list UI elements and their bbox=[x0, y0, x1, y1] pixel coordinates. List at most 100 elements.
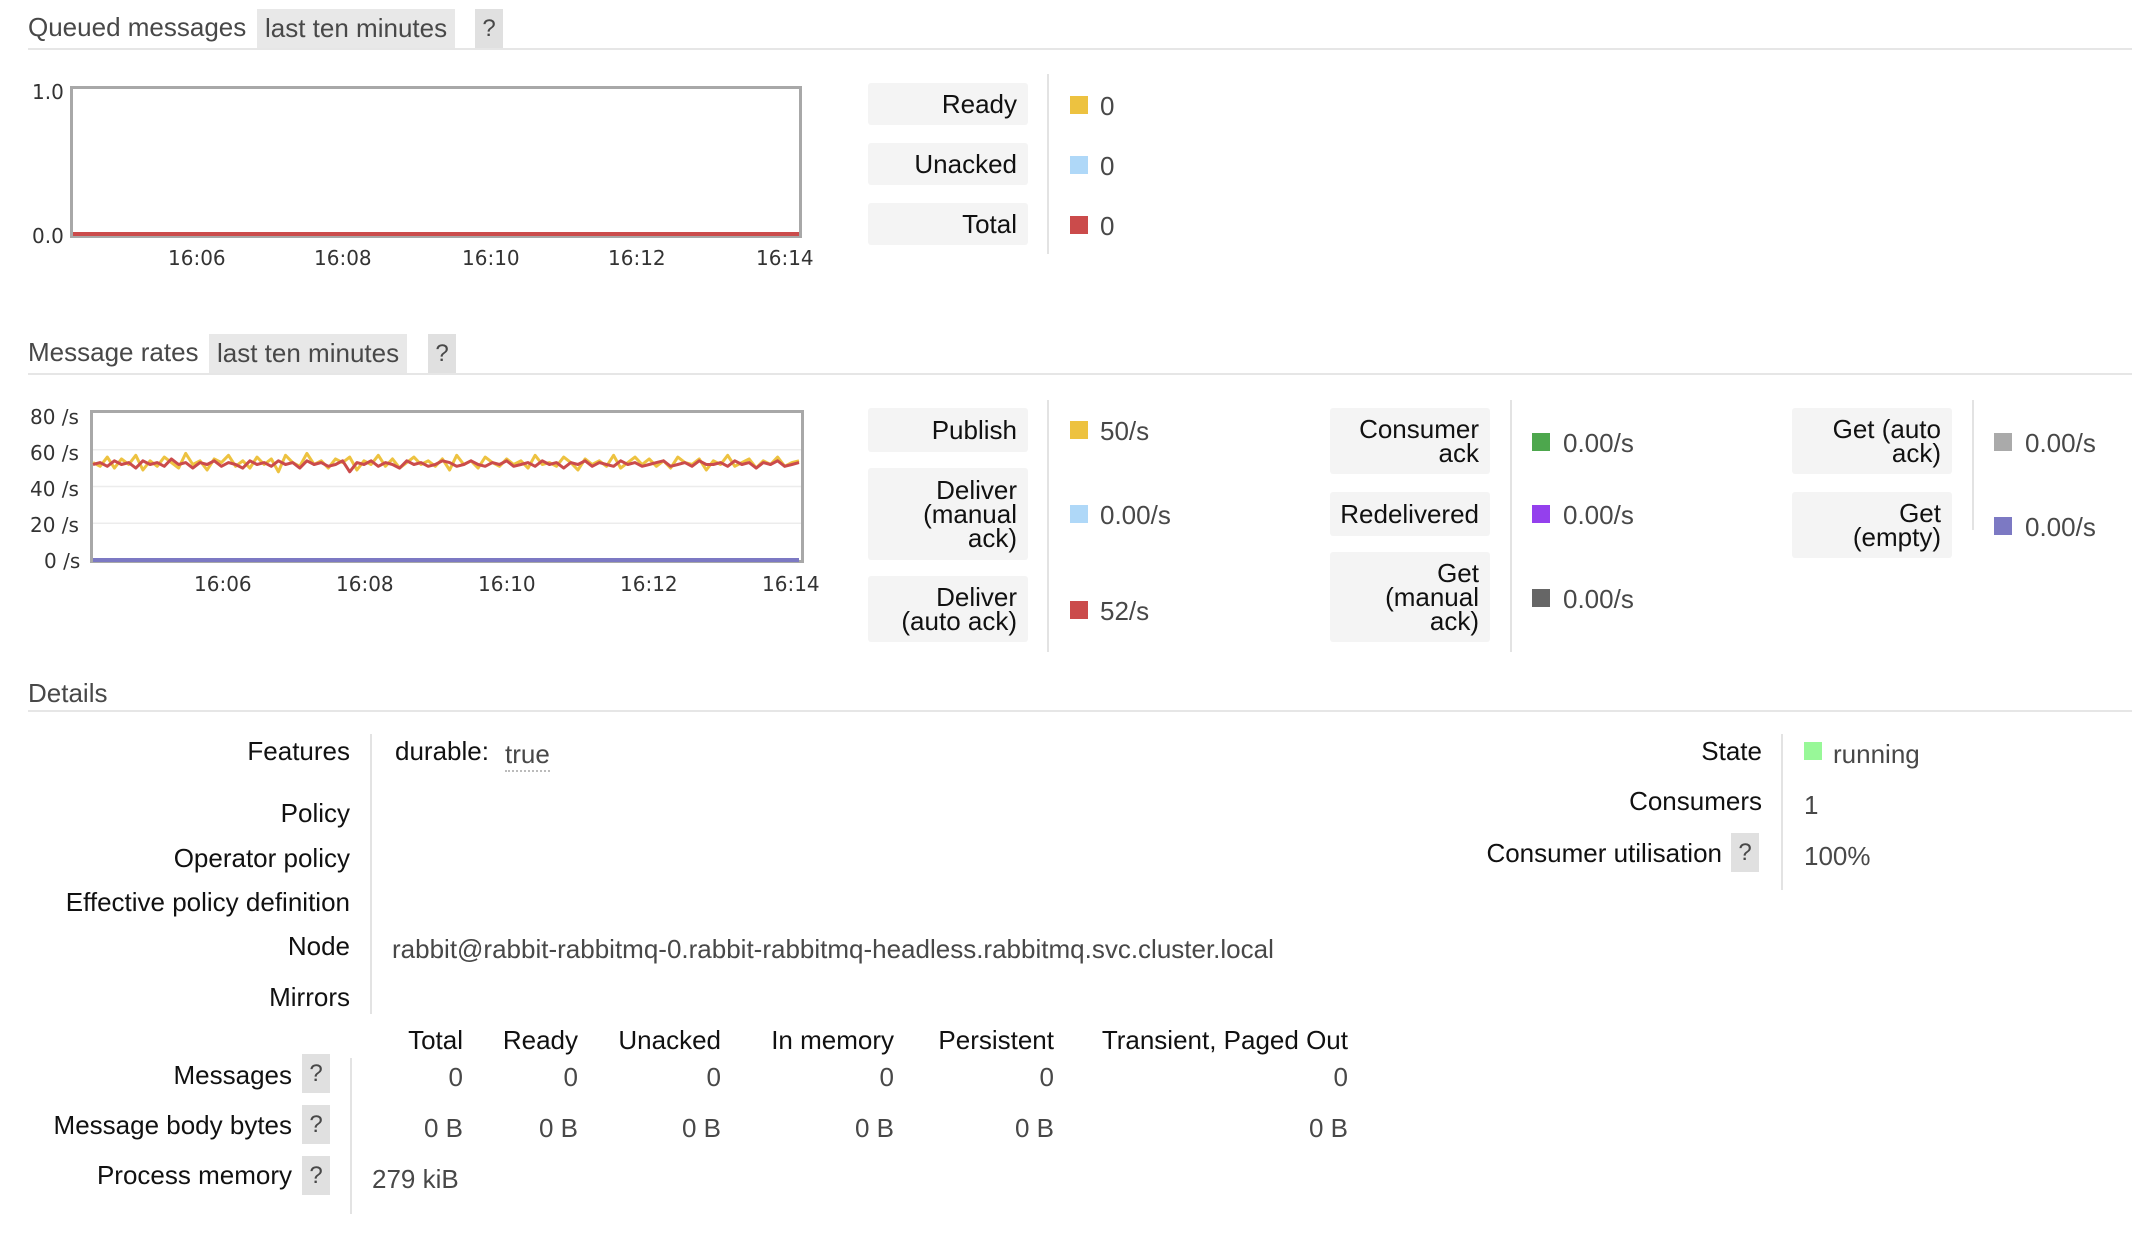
state-indicator bbox=[1804, 742, 1822, 760]
y-tick-label: 0.0 bbox=[32, 224, 64, 248]
process-memory-value: 279 kiB bbox=[372, 1164, 459, 1194]
column-header-persistent: Persistent bbox=[938, 1025, 1054, 1055]
node-value: rabbit@rabbit-rabbitmq-0.rabbit-rabbitmq… bbox=[392, 934, 1274, 964]
ready-value: 0 bbox=[1100, 91, 1115, 121]
node-label: Node bbox=[287, 931, 350, 961]
messages-transient-paged-out: 0 bbox=[1333, 1062, 1348, 1092]
queued-messages-chart bbox=[70, 86, 802, 238]
column-header-in-memory: In memory bbox=[771, 1025, 894, 1055]
messages-persistent: 0 bbox=[1039, 1062, 1054, 1092]
legend-label-redelivered: Redelivered bbox=[1330, 492, 1490, 536]
redelivered-value: 0.00/s bbox=[1563, 500, 1634, 530]
y-tick-label: 80 /s bbox=[30, 405, 79, 429]
bytes-ready: 0 B bbox=[538, 1113, 578, 1143]
get-auto-ack-swatch bbox=[1994, 433, 2012, 451]
bytes-persistent: 0 B bbox=[1014, 1113, 1054, 1143]
get-manual-ack-swatch bbox=[1532, 589, 1550, 607]
x-tick-label: 16:08 bbox=[314, 246, 372, 270]
features-label: Features bbox=[247, 736, 350, 766]
process-memory-label: Process memory bbox=[96, 1160, 292, 1190]
details-title: Details bbox=[28, 678, 108, 708]
deliver-auto-ack-swatch bbox=[1070, 601, 1088, 619]
legend-label-get-auto-ack: Get (auto ack) bbox=[1792, 408, 1952, 474]
legend-label-publish: Publish bbox=[868, 408, 1028, 452]
operator-policy-label: Operator policy bbox=[173, 843, 350, 873]
x-tick-label: 16:08 bbox=[336, 572, 394, 596]
effective-policy-label: Effective policy definition bbox=[65, 887, 350, 917]
y-tick-label: 0 /s bbox=[44, 549, 81, 573]
x-tick-label: 16:10 bbox=[462, 246, 520, 270]
total-swatch bbox=[1070, 216, 1088, 234]
legend-label-unacked: Unacked bbox=[868, 143, 1028, 185]
publish-value: 50/s bbox=[1100, 416, 1150, 446]
deliver-auto-ack-value: 52/s bbox=[1100, 596, 1150, 626]
durable-key: durable: bbox=[395, 736, 489, 766]
messages-label: Messages bbox=[173, 1060, 293, 1090]
rates-help-button[interactable]: ? bbox=[428, 334, 456, 373]
column-header-transient-paged-out: Transient, Paged Out bbox=[1101, 1025, 1348, 1055]
bytes-transient-paged-out: 0 B bbox=[1308, 1113, 1348, 1143]
messages-ready: 0 bbox=[563, 1062, 578, 1092]
bytes-total: 0 B bbox=[423, 1113, 463, 1143]
ready-swatch bbox=[1070, 96, 1088, 114]
column-header-total: Total bbox=[408, 1025, 463, 1055]
get-empty-value: 0.00/s bbox=[2025, 512, 2096, 542]
column-header-ready: Ready bbox=[502, 1025, 578, 1055]
queued-divider bbox=[28, 48, 2132, 50]
publish-series-line bbox=[92, 451, 800, 474]
legend-label-get-manual-ack: Get (manual ack) bbox=[1330, 552, 1490, 642]
state-label: State bbox=[1701, 736, 1762, 766]
publish-swatch bbox=[1070, 421, 1088, 439]
get-manual-ack-value: 0.00/s bbox=[1563, 584, 1634, 614]
rates-range-selector[interactable]: last ten minutes bbox=[209, 334, 408, 373]
messages-in-memory: 0 bbox=[879, 1062, 894, 1092]
x-tick-label: 16:06 bbox=[168, 246, 226, 270]
queued-range-selector[interactable]: last ten minutes bbox=[257, 9, 456, 48]
details-divider bbox=[28, 710, 2132, 712]
legend-separator bbox=[1047, 400, 1049, 652]
bytes-unacked: 0 B bbox=[681, 1113, 721, 1143]
queued-messages-title: Queued messages bbox=[28, 12, 247, 42]
details-right-separator bbox=[1781, 734, 1783, 890]
message-body-bytes-label: Message body bytes bbox=[53, 1110, 292, 1140]
unacked-value: 0 bbox=[1100, 151, 1115, 181]
queued-help-button[interactable]: ? bbox=[475, 9, 503, 48]
x-tick-label: 16:10 bbox=[478, 572, 536, 596]
legend-label-get-empty: Get (empty) bbox=[1792, 492, 1952, 558]
durable-value: true bbox=[505, 739, 550, 772]
message-rates-chart bbox=[90, 410, 804, 563]
state-value: running bbox=[1833, 739, 1920, 769]
messages-unacked: 0 bbox=[706, 1062, 721, 1092]
rates-divider bbox=[28, 373, 2132, 375]
x-tick-label: 16:12 bbox=[608, 246, 666, 270]
x-tick-label: 16:06 bbox=[194, 572, 252, 596]
total-value: 0 bbox=[1100, 211, 1115, 241]
consumers-label: Consumers bbox=[1629, 786, 1762, 816]
y-tick-label: 1.0 bbox=[32, 80, 64, 104]
y-tick-label: 40 /s bbox=[30, 477, 79, 501]
stats-separator bbox=[350, 1058, 352, 1214]
legend-separator bbox=[1972, 400, 1974, 530]
message-body-bytes-help[interactable]: ? bbox=[302, 1105, 330, 1144]
consumer-utilisation-help[interactable]: ? bbox=[1731, 833, 1759, 872]
messages-help[interactable]: ? bbox=[302, 1054, 330, 1093]
x-tick-label: 16:12 bbox=[620, 572, 678, 596]
y-tick-label: 60 /s bbox=[30, 441, 79, 465]
consumer-ack-swatch bbox=[1532, 433, 1550, 451]
mirrors-label: Mirrors bbox=[269, 982, 350, 1012]
message-rates-title: Message rates bbox=[28, 337, 199, 367]
deliver-auto-ack-series-line bbox=[92, 457, 800, 474]
unacked-swatch bbox=[1070, 156, 1088, 174]
consumer-utilisation-value: 100% bbox=[1804, 841, 1871, 871]
details-separator bbox=[370, 734, 372, 1014]
legend-label-total: Total bbox=[868, 203, 1028, 245]
legend-separator bbox=[1047, 74, 1049, 254]
consumer-ack-value: 0.00/s bbox=[1563, 428, 1634, 458]
get-auto-ack-value: 0.00/s bbox=[2025, 428, 2096, 458]
process-memory-help[interactable]: ? bbox=[302, 1156, 330, 1195]
get-empty-swatch bbox=[1994, 517, 2012, 535]
legend-separator bbox=[1510, 400, 1512, 652]
redelivered-swatch bbox=[1532, 505, 1550, 523]
legend-label-consumer-ack: Consumer ack bbox=[1330, 408, 1490, 474]
y-tick-label: 20 /s bbox=[30, 513, 79, 537]
